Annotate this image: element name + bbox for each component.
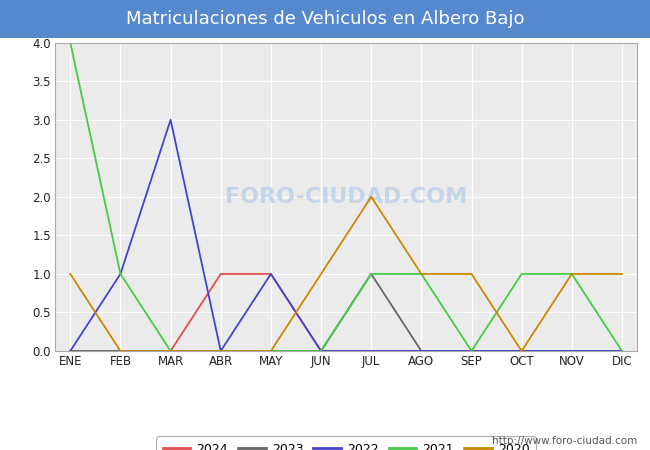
Legend: 2024, 2023, 2022, 2021, 2020: 2024, 2023, 2022, 2021, 2020 xyxy=(157,436,536,450)
Text: FORO-CIUDAD.COM: FORO-CIUDAD.COM xyxy=(225,187,467,207)
Text: Matriculaciones de Vehiculos en Albero Bajo: Matriculaciones de Vehiculos en Albero B… xyxy=(125,10,525,28)
Text: http://www.foro-ciudad.com: http://www.foro-ciudad.com xyxy=(492,436,637,446)
